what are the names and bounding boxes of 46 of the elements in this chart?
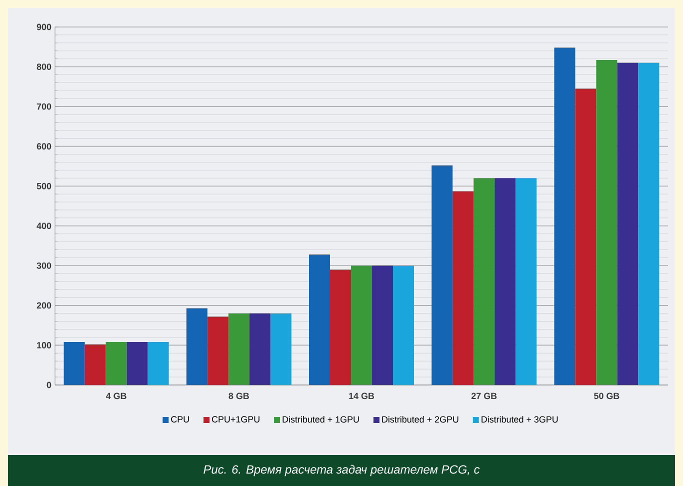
text: Рис. 6. Время расчета задач решателем PCG, с <box>204 464 480 476</box>
y-tick-label: 400 <box>36 222 52 230</box>
y-tick-label: 300 <box>36 262 52 269</box>
bar <box>351 266 372 385</box>
x-tick-label: 4 GB <box>106 392 126 400</box>
bar <box>186 308 208 385</box>
bar <box>393 266 414 385</box>
bar <box>330 270 352 385</box>
x-tick-label: 50 GB <box>594 392 620 400</box>
bar <box>64 342 85 385</box>
bar <box>126 342 148 385</box>
legend-label: CPU+1GPU <box>212 416 260 422</box>
bar <box>309 254 330 385</box>
bar <box>554 48 576 385</box>
bar <box>148 342 169 385</box>
bar <box>207 316 228 385</box>
bar <box>84 344 106 385</box>
bar <box>270 313 292 385</box>
bar <box>249 313 270 385</box>
y-tick-label: 600 <box>36 143 52 150</box>
y-tick-label: 900 <box>36 24 52 30</box>
legend-label: Distributed + 2GPU <box>382 416 458 423</box>
legend-label: CPU <box>171 416 189 422</box>
x-tick-label: 27 GB <box>471 392 497 400</box>
bar <box>452 191 474 385</box>
y-tick-label: 700 <box>36 103 52 110</box>
bar <box>432 165 453 385</box>
x-tick-label: 8 GB <box>228 392 249 400</box>
bar <box>575 88 596 385</box>
y-tick-label: 100 <box>37 342 52 348</box>
bar <box>596 60 618 385</box>
x-tick-label: 14 GB <box>349 392 374 400</box>
bar <box>494 178 516 385</box>
y-tick-label: 200 <box>36 302 52 309</box>
bar <box>106 342 127 385</box>
legend-label: Distributed + 1GPU <box>282 416 359 423</box>
bar <box>617 62 638 385</box>
bar <box>474 178 495 385</box>
y-tick-label: 500 <box>36 182 52 190</box>
y-tick-label: 0 <box>46 382 52 388</box>
y-tick-label: 800 <box>36 64 52 70</box>
bar <box>638 62 660 385</box>
bar <box>228 313 250 385</box>
bar <box>516 178 537 385</box>
bar <box>372 266 394 385</box>
legend-label: Distributed + 3GPU <box>482 416 558 423</box>
